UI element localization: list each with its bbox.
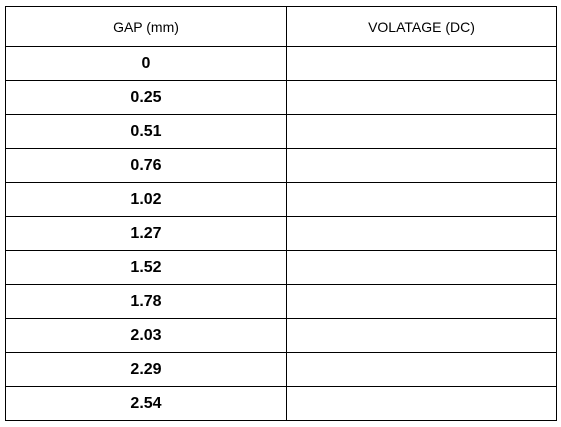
table-row: 2.03 <box>5 318 557 353</box>
table-row: 0 <box>5 46 557 81</box>
voltage-cell <box>286 352 557 387</box>
voltage-cell <box>286 216 557 251</box>
table-row: 2.29 <box>5 352 557 387</box>
table-row: 0.51 <box>5 114 557 149</box>
gap-cell: 0.76 <box>5 148 287 183</box>
gap-cell: 1.78 <box>5 284 287 319</box>
gap-cell: 1.52 <box>5 250 287 285</box>
header-cell: VOLATAGE (DC) <box>286 6 557 47</box>
table-body: 0 0.25 0.51 0.76 1.02 1.27 1.52 1.78 2.03 2.29 2.5… <box>5 46 557 421</box>
table-row: 1.27 <box>5 216 557 251</box>
gap-cell: 0.25 <box>5 80 287 115</box>
table-row: 1.52 <box>5 250 557 285</box>
gap-cell: 1.27 <box>5 216 287 251</box>
table-row: 0.25 <box>5 80 557 115</box>
table-container: GAP (mm) VOLATAGE (DC) 0 0.25 0.51 0.76 1.02… <box>5 6 557 421</box>
voltage-cell <box>286 182 557 217</box>
voltage-cell <box>286 318 557 353</box>
header-row: GAP (mm) VOLATAGE (DC) <box>5 6 557 47</box>
voltage-cell <box>286 80 557 115</box>
gap-cell: 1.02 <box>5 182 287 217</box>
table-row: 0.76 <box>5 148 557 183</box>
table-row: 1.78 <box>5 284 557 319</box>
voltage-cell <box>286 250 557 285</box>
gap-cell: 2.03 <box>5 318 287 353</box>
gap-cell: 2.54 <box>5 386 287 421</box>
voltage-cell <box>286 114 557 149</box>
voltage-cell <box>286 386 557 421</box>
header-cell: GAP (mm) <box>5 6 287 47</box>
gap-cell: 0.51 <box>5 114 287 149</box>
voltage-cell <box>286 46 557 81</box>
table-row: 1.02 <box>5 182 557 217</box>
voltage-cell <box>286 148 557 183</box>
data-table: GAP (mm) VOLATAGE (DC) 0 0.25 0.51 0.76 1.02… <box>5 6 557 421</box>
gap-cell: 2.29 <box>5 352 287 387</box>
table-row: 2.54 <box>5 386 557 421</box>
gap-cell: 0 <box>5 46 287 81</box>
voltage-cell <box>286 284 557 319</box>
table-head: GAP (mm) VOLATAGE (DC) <box>5 6 557 47</box>
